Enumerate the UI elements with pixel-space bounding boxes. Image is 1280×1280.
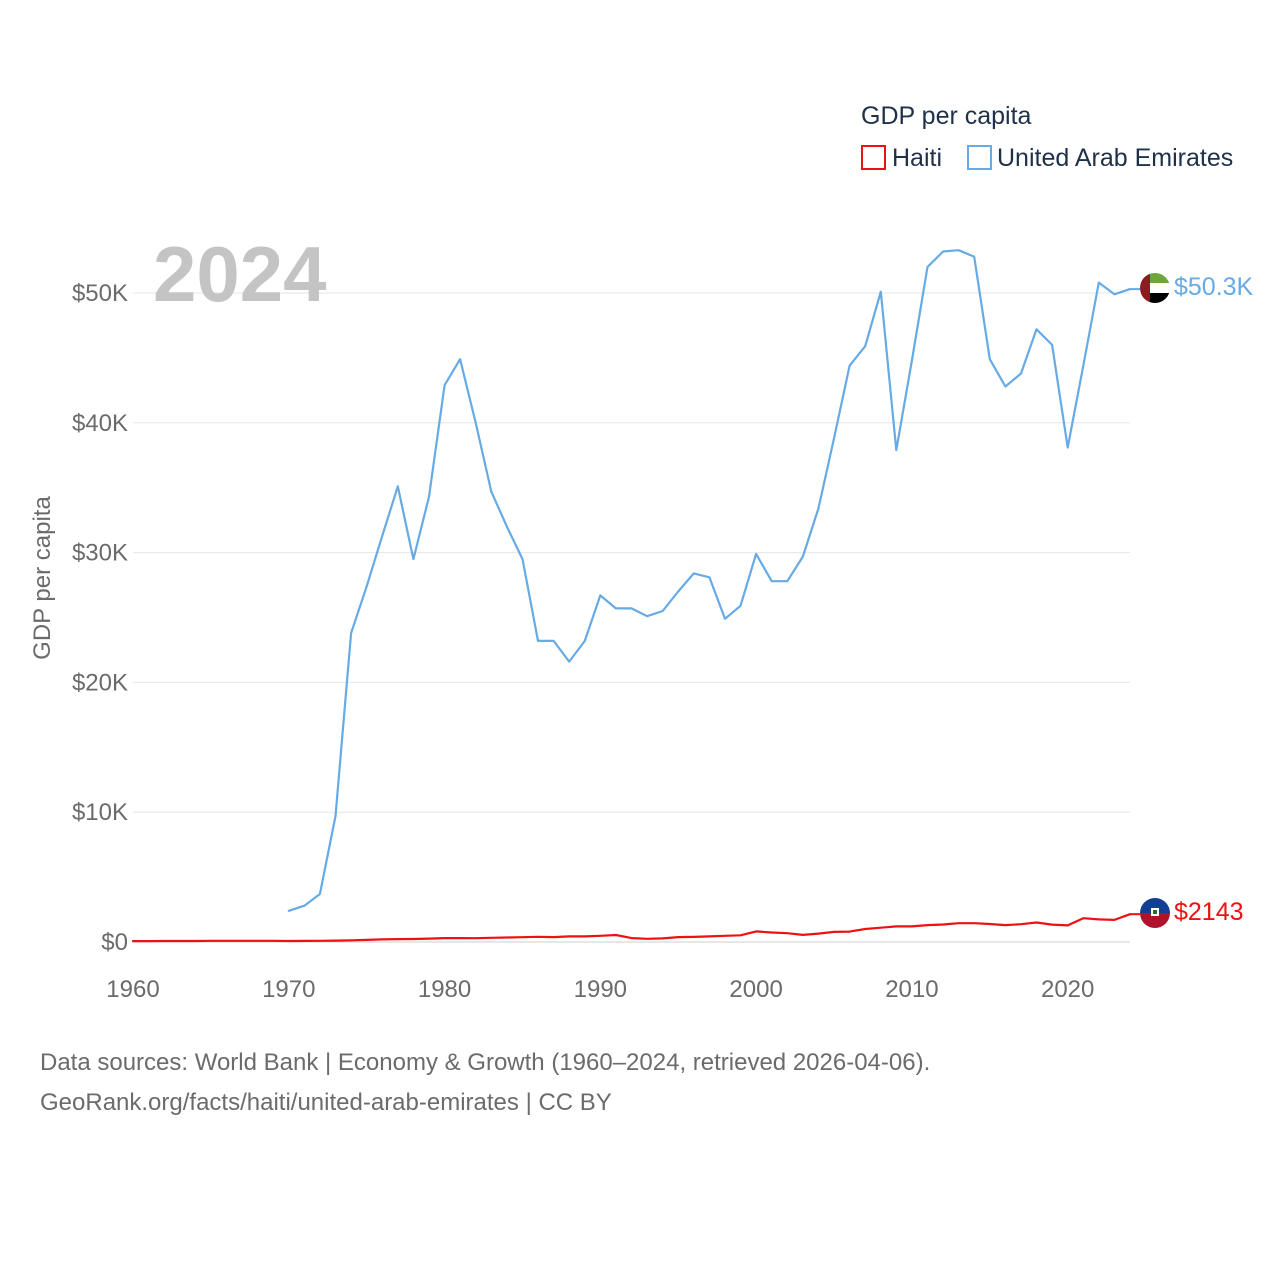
grid-lines (133, 292, 1130, 943)
x-axis-ticks: 1960 1970 1980 1990 2000 2010 2020 (106, 976, 1094, 1003)
series-line-haiti (131, 913, 1132, 943)
legend-label-uae: United Arab Emirates (997, 144, 1233, 172)
legend-title: GDP per capita (861, 102, 1032, 130)
y-tick-label: $0 (101, 929, 128, 956)
legend-swatch-uae (967, 145, 992, 170)
x-tick-label: 2020 (1041, 976, 1094, 1003)
x-tick-label: 1960 (106, 976, 159, 1003)
x-tick-label: 1980 (418, 976, 471, 1003)
x-tick-label: 2000 (729, 976, 782, 1003)
footer: Data sources: World Bank | Economy & Gro… (40, 1043, 930, 1123)
haiti-flag-icon (1140, 898, 1170, 928)
legend-swatch-haiti (861, 145, 886, 170)
footer-link: GeoRank.org/facts/haiti/united-arab-emir… (40, 1089, 612, 1116)
uae-flag-icon (1140, 273, 1170, 303)
x-tick-label: 2010 (885, 976, 938, 1003)
y-tick-label: $10K (72, 799, 128, 826)
current-year-label: 2024 (153, 230, 327, 318)
series-line-united-arab-emirates (287, 249, 1132, 912)
y-tick-label: $20K (72, 669, 128, 696)
x-tick-label: 1970 (262, 976, 315, 1003)
x-tick-label: 1990 (574, 976, 627, 1003)
y-tick-label: $50K (72, 280, 128, 307)
uae-end-value-label: $50.3K (1174, 273, 1254, 301)
y-axis-label: GDP per capita (29, 496, 56, 660)
legend-label-haiti: Haiti (892, 144, 942, 172)
footer-sources: Data sources: World Bank | Economy & Gro… (40, 1049, 931, 1076)
series-lines (131, 249, 1140, 943)
y-axis-ticks: $0 $10K $20K $30K $40K $50K (72, 280, 128, 956)
y-tick-label: $40K (72, 410, 128, 437)
haiti-end-value-label: $2143 (1174, 898, 1244, 926)
y-tick-label: $30K (72, 540, 128, 567)
